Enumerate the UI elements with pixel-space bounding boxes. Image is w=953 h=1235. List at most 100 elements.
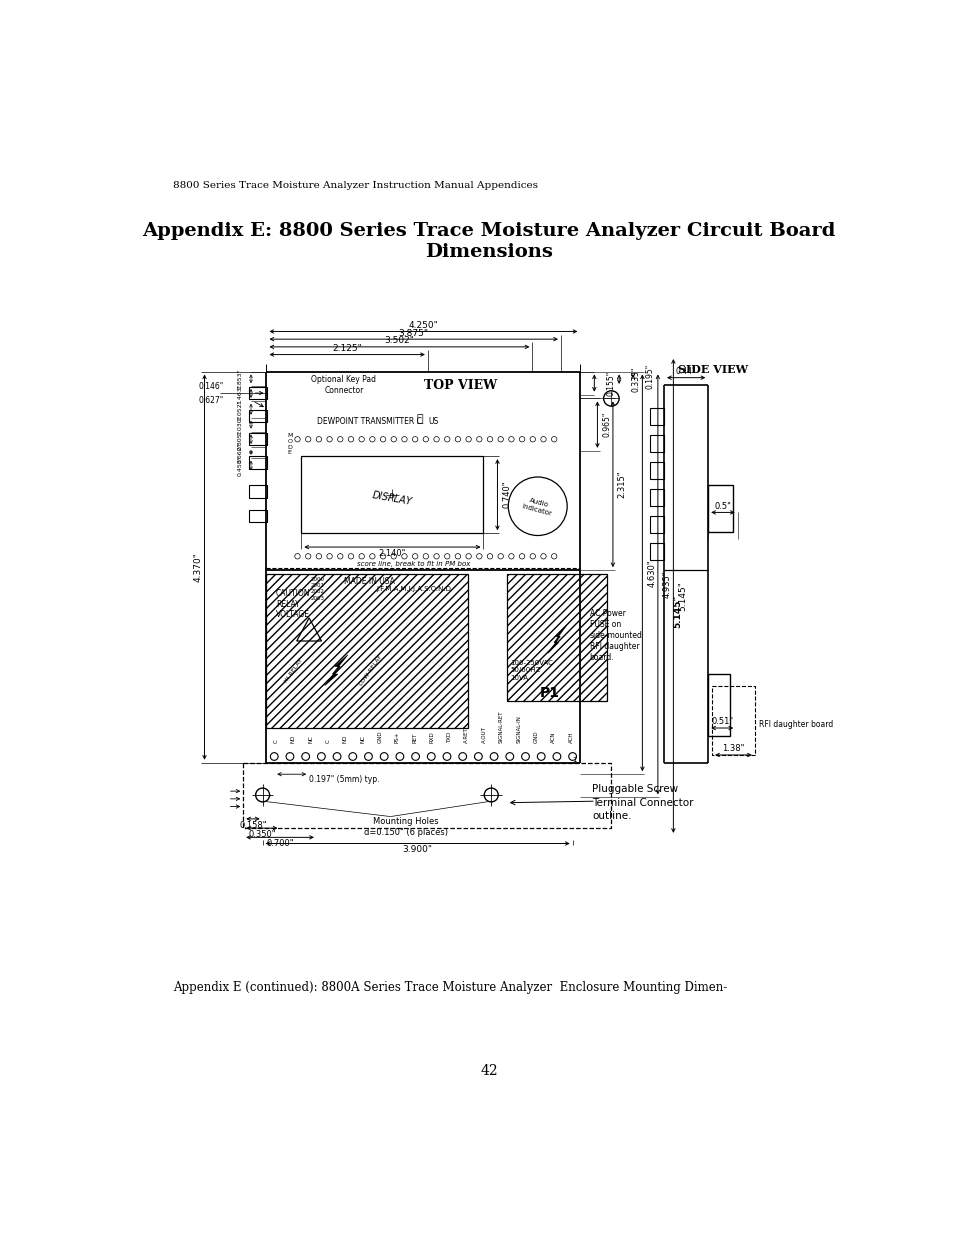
- Text: RET: RET: [412, 734, 416, 743]
- Text: Appendix E: 8800 Series Trace Moisture Analyzer Circuit Board: Appendix E: 8800 Series Trace Moisture A…: [142, 222, 835, 241]
- Text: Pluggable Screw
Terminal Connector
outline.: Pluggable Screw Terminal Connector outli…: [592, 784, 693, 821]
- Bar: [249, 456, 266, 468]
- Text: 1: 1: [572, 757, 576, 763]
- Text: US: US: [428, 417, 438, 426]
- Text: 4.935": 4.935": [662, 571, 671, 598]
- Text: 5.145": 5.145": [673, 595, 681, 627]
- Text: SIGNAL-IN: SIGNAL-IN: [516, 715, 521, 743]
- Text: 3.502": 3.502": [384, 336, 414, 346]
- Polygon shape: [547, 626, 566, 653]
- Text: J.F.M.A.M.J.J.A.S.O.N.D: J.F.M.A.M.J.J.A.S.O.N.D: [375, 587, 451, 593]
- Text: 0.5": 0.5": [714, 501, 731, 511]
- Polygon shape: [324, 655, 348, 685]
- Text: C: C: [273, 740, 278, 743]
- Text: Ⓛ: Ⓛ: [416, 414, 423, 425]
- Text: A.OUT: A.OUT: [481, 726, 486, 743]
- Text: 2.140": 2.140": [378, 548, 406, 558]
- Text: Audio
Indicator: Audio Indicator: [520, 496, 554, 516]
- Text: MADE IN USA: MADE IN USA: [344, 577, 395, 587]
- Text: ACN: ACN: [551, 732, 556, 743]
- Text: 0.700": 0.700": [266, 839, 294, 848]
- Text: 4.250": 4.250": [408, 321, 437, 330]
- Text: 0.627": 0.627": [198, 396, 224, 405]
- Bar: [649, 543, 663, 561]
- Text: PS+: PS+: [395, 732, 399, 743]
- Text: 1.052": 1.052": [237, 399, 242, 420]
- Bar: [249, 485, 266, 498]
- Text: 1.463": 1.463": [237, 383, 242, 404]
- Text: LOW RELAY: LOW RELAY: [358, 655, 383, 687]
- Text: SIDE VIEW: SIDE VIEW: [678, 364, 747, 375]
- Text: 0.350": 0.350": [248, 830, 275, 839]
- Text: Dimensions: Dimensions: [424, 243, 553, 261]
- Text: SIGNAL-RET: SIGNAL-RET: [498, 711, 503, 743]
- Text: RFI daughter board: RFI daughter board: [758, 720, 832, 729]
- Bar: [649, 489, 663, 506]
- Text: CAUTION
RELAY
VOLTAGE: CAUTION RELAY VOLTAGE: [275, 589, 310, 619]
- Text: NO: NO: [291, 735, 295, 743]
- Text: TXD: TXD: [447, 732, 452, 743]
- Text: 0.195": 0.195": [645, 363, 654, 389]
- Text: 0.146": 0.146": [198, 383, 224, 391]
- Text: 0.155": 0.155": [606, 370, 616, 395]
- Text: 0.965": 0.965": [601, 412, 611, 437]
- Text: NO: NO: [342, 735, 348, 743]
- Text: 0.51": 0.51": [710, 718, 733, 726]
- Bar: [707, 674, 729, 736]
- Text: 100-250VAC
50/60HZ
10VA: 100-250VAC 50/60HZ 10VA: [510, 659, 553, 680]
- Bar: [266, 574, 468, 727]
- Bar: [649, 409, 663, 425]
- Bar: [707, 485, 732, 531]
- Text: HI RELAY: HI RELAY: [283, 657, 303, 683]
- Text: 5.145": 5.145": [678, 580, 686, 611]
- Bar: [649, 436, 663, 452]
- Bar: [506, 574, 607, 701]
- Text: RXD: RXD: [429, 731, 435, 743]
- Text: Mounting Holes
d=0.150" (6 places): Mounting Holes d=0.150" (6 places): [364, 816, 448, 836]
- Text: DISPLAY: DISPLAY: [372, 490, 413, 508]
- Text: 2.125": 2.125": [332, 343, 361, 353]
- Text: 1.030": 1.030": [237, 414, 242, 435]
- Text: DEWPOINT TRANSMITTER C: DEWPOINT TRANSMITTER C: [316, 417, 421, 426]
- Text: C: C: [325, 740, 330, 743]
- Text: 1.853": 1.853": [237, 368, 242, 389]
- Text: 0.44": 0.44": [676, 367, 696, 375]
- Text: 0.453": 0.453": [237, 454, 242, 475]
- Text: 8800 Series Trace Moisture Analyzer Instruction Manual Appendices: 8800 Series Trace Moisture Analyzer Inst…: [173, 180, 537, 190]
- Text: AC Power
FUSE on
side-mounted
RFI daughter
board.: AC Power FUSE on side-mounted RFI daught…: [589, 609, 642, 662]
- Text: GND: GND: [377, 731, 382, 743]
- Text: 3.900": 3.900": [402, 845, 432, 855]
- Bar: [649, 516, 663, 534]
- Text: 0.740": 0.740": [501, 480, 511, 509]
- Text: 0.333": 0.333": [631, 367, 640, 391]
- Text: 3.875": 3.875": [398, 329, 428, 337]
- Bar: [249, 410, 266, 422]
- Bar: [249, 387, 266, 399]
- Bar: [249, 433, 266, 446]
- Text: 2.315": 2.315": [618, 471, 626, 498]
- Text: 1.38": 1.38": [721, 745, 744, 753]
- Bar: [649, 462, 663, 479]
- Text: 2000
2001
2002
2003: 2000 2001 2002 2003: [311, 577, 324, 600]
- Bar: [711, 685, 754, 755]
- Bar: [301, 456, 483, 534]
- Text: TOP VIEW: TOP VIEW: [423, 379, 497, 391]
- Text: NC: NC: [360, 736, 365, 743]
- Text: P1: P1: [538, 687, 558, 700]
- Text: 4.630": 4.630": [646, 559, 656, 587]
- Text: Appendix E (continued): 8800A Series Trace Moisture Analyzer  Enclosure Mounting: Appendix E (continued): 8800A Series Tra…: [173, 981, 727, 994]
- Text: GND: GND: [534, 731, 538, 743]
- Text: M
O
D
E: M O D E: [287, 433, 293, 456]
- Bar: [243, 763, 611, 829]
- Text: 0.158": 0.158": [239, 820, 267, 830]
- Text: ACH: ACH: [568, 732, 573, 743]
- Text: score line, break to fit in PM box: score line, break to fit in PM box: [356, 561, 470, 567]
- Text: 42: 42: [479, 1063, 497, 1078]
- Text: 4.370": 4.370": [193, 552, 203, 582]
- Text: A.RET: A.RET: [464, 727, 469, 743]
- Text: 0.662": 0.662": [237, 442, 242, 463]
- Text: NC: NC: [308, 736, 313, 743]
- Bar: [249, 510, 266, 522]
- Text: 0.805": 0.805": [237, 429, 242, 450]
- Text: Optional Key Pad
Connector: Optional Key Pad Connector: [312, 374, 376, 395]
